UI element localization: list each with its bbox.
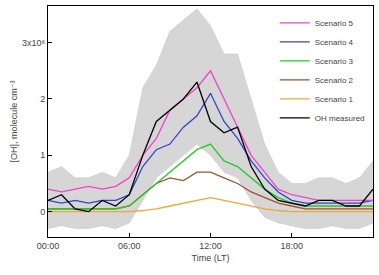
svg-text:00:00: 00:00	[37, 241, 60, 251]
svg-text:3x10⁶: 3x10⁶	[22, 38, 46, 48]
svg-text:Scenario 5: Scenario 5	[315, 19, 354, 28]
svg-text:Time (LT): Time (LT)	[192, 253, 230, 263]
svg-text:[OH], molecule cm⁻³: [OH], molecule cm⁻³	[9, 81, 19, 163]
svg-text:Scenario 3: Scenario 3	[315, 57, 354, 66]
svg-text:Scenario 4: Scenario 4	[315, 38, 354, 47]
svg-text:Scenario 2: Scenario 2	[315, 76, 354, 85]
svg-text:12:00: 12:00	[199, 241, 222, 251]
svg-text:0: 0	[40, 207, 45, 217]
svg-text:1: 1	[40, 150, 45, 160]
svg-text:06:00: 06:00	[118, 241, 141, 251]
svg-text:2: 2	[40, 94, 45, 104]
svg-text:Scenario 1: Scenario 1	[315, 95, 354, 104]
svg-text:18:00: 18:00	[280, 241, 303, 251]
svg-text:OH measured: OH measured	[315, 114, 365, 123]
